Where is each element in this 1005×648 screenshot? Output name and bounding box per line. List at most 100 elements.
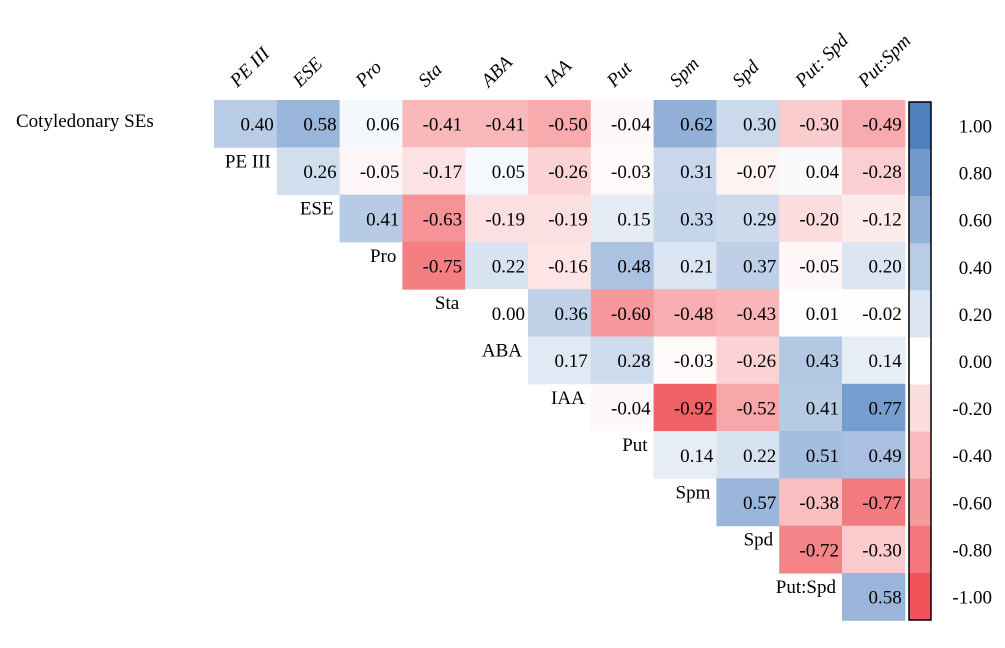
cell-value: 0.26	[303, 162, 336, 183]
heatmap-cell	[779, 431, 843, 479]
heatmap-cell	[779, 525, 843, 574]
heatmap-cell	[842, 147, 906, 196]
heatmap-cell	[402, 100, 466, 148]
cell-value: 0.22	[743, 446, 776, 467]
column-label: Put:Spm	[853, 30, 915, 92]
cell-value: 0.41	[366, 209, 399, 230]
cell-value: -0.19	[485, 209, 525, 230]
legend-tick-label: -0.20	[952, 399, 992, 420]
row-label: Spm	[676, 482, 711, 503]
cell-value: -0.48	[674, 304, 714, 325]
heatmap-cell	[842, 525, 906, 574]
cell-value: -0.52	[737, 398, 777, 419]
cell-value: 0.20	[869, 257, 902, 278]
cell-value: 0.00	[492, 304, 525, 325]
cell-value: 0.57	[743, 493, 776, 514]
cell-value: -0.02	[862, 304, 902, 325]
cell-value: -0.04	[611, 398, 651, 419]
column-labels: PE III ESE Pro Sta ABA IAA Put Spm Spd Put: Spd Pu…	[225, 30, 915, 93]
heatmap-cell	[779, 147, 843, 196]
column-label: ABA	[476, 52, 517, 93]
heatmap-cell	[716, 478, 780, 527]
row-label: Pro	[370, 246, 396, 267]
heatmap-cell	[653, 147, 717, 196]
heatmap-cell	[653, 100, 717, 148]
heatmap-cell	[590, 194, 655, 243]
legend-tick-label: 0.80	[959, 164, 992, 185]
heatmap-cell	[716, 147, 780, 196]
cell-value: 0.49	[869, 446, 902, 467]
cell-value: -0.05	[799, 257, 839, 278]
cell-value: 0.04	[806, 162, 840, 183]
cell-value: 0.58	[869, 588, 902, 609]
heatmap-cell	[528, 100, 592, 148]
cell-value: -0.16	[548, 257, 588, 278]
cell-value: 0.05	[492, 162, 525, 183]
cell-value: 0.29	[743, 209, 776, 230]
legend-band	[909, 337, 931, 386]
heatmap-cell	[528, 194, 592, 243]
cell-value: 0.77	[869, 398, 902, 419]
cell-value: 0.51	[806, 446, 839, 467]
heatmap-cell	[590, 147, 655, 196]
row-label: IAA	[551, 388, 585, 409]
heatmap-cell	[842, 573, 906, 621]
row-label: PE III	[225, 151, 271, 172]
row-label: Sta	[435, 293, 460, 314]
cell-value: -0.60	[611, 304, 651, 325]
heatmap-cell	[465, 289, 529, 337]
cell-value: -0.75	[423, 257, 463, 278]
cell-value: -0.41	[423, 115, 463, 136]
heatmap-cell	[653, 194, 717, 243]
heatmap-cells: 0.40 0.58 0.06 -0.41 -0.41 -0.50 -0.04 0.62 0.30…	[214, 100, 906, 621]
heatmap-cell	[465, 241, 529, 290]
heatmap-cell	[590, 336, 655, 385]
cell-value: -0.30	[799, 115, 839, 136]
heatmap-cell	[842, 383, 906, 432]
row-label: Put:Spd	[776, 577, 837, 598]
legend-tick-label: -0.80	[952, 540, 992, 561]
cell-value: 0.58	[303, 115, 336, 136]
legend-frame	[908, 101, 932, 621]
heatmap-cell	[842, 289, 906, 337]
legend-tick-label: -0.60	[952, 493, 992, 514]
heatmap-cell	[716, 289, 780, 337]
cell-value: 0.33	[680, 209, 713, 230]
cell-value: -0.43	[737, 304, 777, 325]
cell-value: -0.63	[423, 209, 463, 230]
heatmap-cell	[590, 241, 655, 290]
legend-band	[909, 572, 931, 621]
heatmap-cell	[653, 241, 717, 290]
heatmap-cell	[653, 431, 717, 479]
legend-band	[909, 384, 931, 433]
column-label: Sta	[414, 60, 446, 92]
legend-band	[909, 243, 931, 291]
heatmap-cell	[842, 241, 906, 290]
column-label: IAA	[539, 56, 576, 93]
heatmap-cell	[653, 336, 717, 385]
legend-band	[909, 196, 931, 244]
heatmap-cell	[716, 336, 780, 385]
cell-value: -0.19	[548, 209, 588, 230]
heatmap-cell	[779, 383, 843, 432]
cell-value: 0.28	[617, 351, 650, 372]
heatmap-cell	[402, 194, 466, 243]
heatmap-cell	[779, 478, 843, 527]
cell-value: 0.41	[806, 398, 839, 419]
heatmap-cell	[716, 431, 780, 479]
row-labels: Cotyledonary SEs PE III ESE Pro Sta ABA IAA Put…	[16, 111, 836, 598]
cell-value: -0.92	[674, 398, 714, 419]
cell-value: 0.30	[743, 115, 776, 136]
cell-value: -0.28	[862, 162, 902, 183]
legend-tick-label: -0.40	[952, 446, 992, 467]
legend-tick-label: -1.00	[952, 587, 992, 608]
cell-value: -0.03	[674, 351, 714, 372]
heatmap-cell	[528, 289, 592, 337]
column-label: Put: Spd	[791, 30, 854, 93]
legend-tick-label: 0.60	[959, 211, 992, 232]
cell-value: -0.49	[862, 115, 902, 136]
heatmap-cell	[402, 147, 466, 196]
heatmap-cell	[402, 241, 466, 290]
cell-value: 0.22	[492, 257, 525, 278]
cell-value: -0.05	[360, 162, 400, 183]
